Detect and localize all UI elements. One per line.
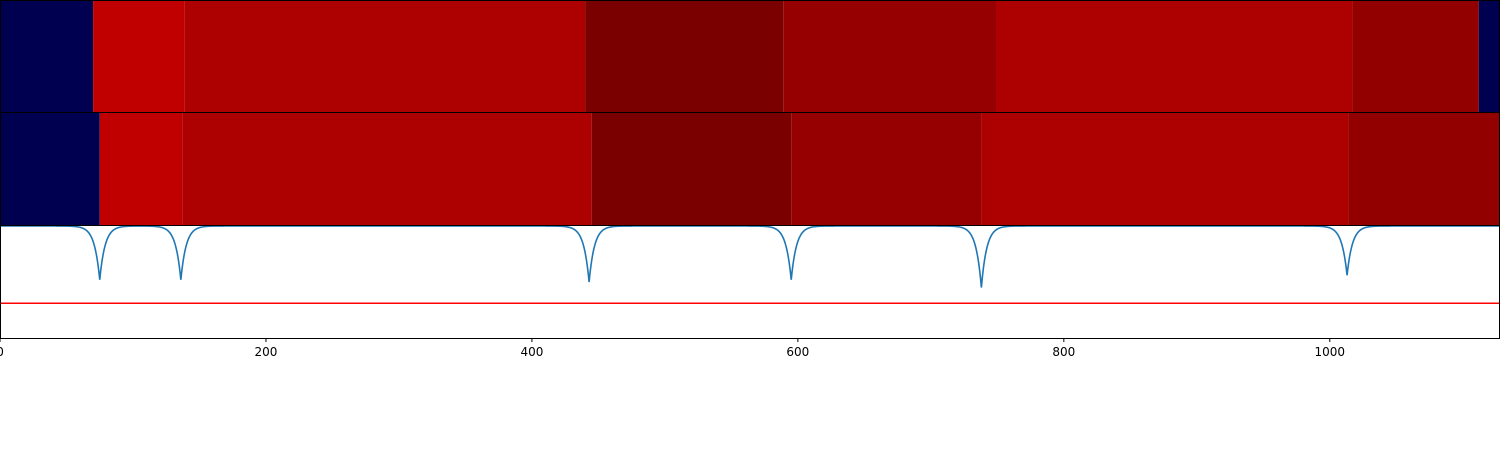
segment-row-top — [0, 0, 1500, 112]
segment-top-6 — [1352, 0, 1479, 112]
x-tick-label-1: 200 — [255, 345, 278, 359]
x-tick-label-2: 400 — [520, 345, 543, 359]
signal-panel — [0, 225, 1500, 339]
segment-bottom-5 — [981, 112, 1349, 225]
segment-top-7 — [1478, 0, 1500, 112]
segment-bottom-1 — [99, 112, 183, 225]
segment-row-bottom — [0, 112, 1500, 225]
segment-top-2 — [184, 0, 586, 112]
segment-bottom-2 — [182, 112, 592, 225]
segment-top-4 — [783, 0, 997, 112]
x-axis: 0 200 400 600 800 1000 — [0, 338, 1345, 359]
signal-panel-background — [0, 225, 1500, 339]
segment-bottom-6 — [1348, 112, 1500, 225]
segment-top-0 — [0, 0, 94, 112]
segment-bottom-3 — [591, 112, 792, 225]
segment-top-5 — [996, 0, 1353, 112]
x-tick-label-4: 800 — [1052, 345, 1075, 359]
x-tick-label-3: 600 — [786, 345, 809, 359]
x-tick-label-0: 0 — [0, 345, 4, 359]
segment-bottom-4 — [791, 112, 982, 225]
segment-bottom-0 — [0, 112, 100, 225]
segment-top-3 — [585, 0, 784, 112]
segment-top-1 — [93, 0, 185, 112]
x-tick-label-5: 1000 — [1315, 345, 1346, 359]
